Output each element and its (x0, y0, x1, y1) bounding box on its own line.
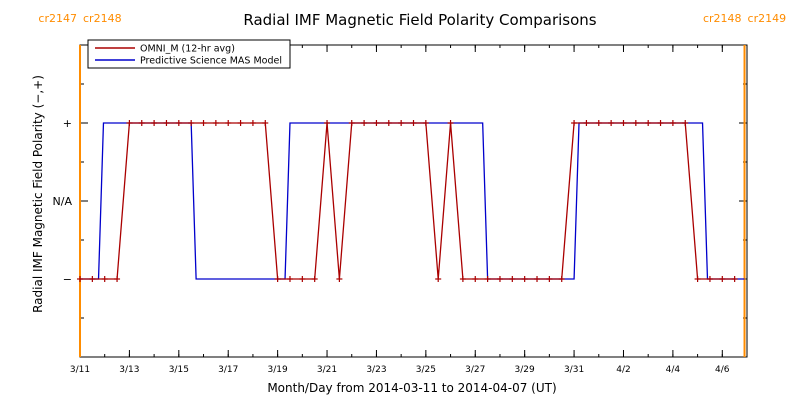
data-point (546, 276, 553, 282)
data-point (336, 276, 343, 282)
x-tick-label: 3/19 (268, 365, 288, 375)
data-point (126, 120, 133, 126)
data-point (632, 120, 639, 126)
x-tick-label: 3/27 (465, 365, 485, 375)
data-point (324, 120, 331, 126)
data-point (608, 120, 615, 126)
data-point (669, 120, 676, 126)
data-point (719, 276, 726, 282)
y-tick-label: N/A (53, 195, 73, 208)
data-point (583, 120, 590, 126)
data-point (286, 276, 293, 282)
data-point (385, 120, 392, 126)
data-point (101, 276, 108, 282)
data-point (620, 120, 627, 126)
data-point (595, 120, 602, 126)
carrington-label-left: cr2147 (38, 12, 77, 25)
carrington-rotation-markers: cr2147 cr2148 cr2148 cr2149 (38, 12, 786, 357)
data-point (249, 120, 256, 126)
data-point (138, 120, 145, 126)
y-tick-label: + (63, 117, 72, 130)
data-point (521, 276, 528, 282)
x-tick-label: 3/21 (317, 365, 337, 375)
data-point (299, 276, 306, 282)
x-tick-label: 3/15 (169, 365, 189, 375)
data-point (509, 276, 516, 282)
x-tick-label: 3/17 (218, 365, 238, 375)
y-tick-label: − (63, 273, 72, 286)
legend-label-model: Predictive Science MAS Model (140, 56, 282, 67)
x-tick-label: 3/31 (564, 365, 584, 375)
data-point (361, 120, 368, 126)
legend-label-omni: OMNI_M (12-hr avg) (140, 44, 235, 55)
x-tick-label: 3/11 (70, 365, 90, 375)
data-point (311, 276, 318, 282)
data-point (200, 120, 207, 126)
x-tick-label: 3/29 (515, 365, 535, 375)
data-point (534, 276, 541, 282)
data-point (422, 120, 429, 126)
data-point (151, 120, 158, 126)
data-point (447, 120, 454, 126)
data-point (435, 276, 442, 282)
data-point (657, 120, 664, 126)
series-lines (77, 120, 745, 282)
data-point (472, 276, 479, 282)
carrington-label-left: cr2148 (703, 12, 742, 25)
data-point (163, 120, 170, 126)
data-point (682, 120, 689, 126)
x-tick-labels: 3/11 3/13 3/15 3/17 3/19 3/21 3/23 3/25 3/27 3/29… (70, 365, 730, 375)
x-tick-label: 3/23 (366, 365, 386, 375)
data-point (694, 276, 701, 282)
data-point (175, 120, 182, 126)
x-tick-label: 3/25 (416, 365, 436, 375)
legend: OMNI_M (12-hr avg) Predictive Science MA… (87, 39, 291, 69)
data-point (496, 276, 503, 282)
data-point (225, 120, 232, 126)
data-point (114, 276, 121, 282)
data-point (89, 276, 96, 282)
data-point (484, 276, 491, 282)
carrington-label-right: cr2149 (748, 12, 787, 25)
x-tick-label: 4/6 (715, 365, 730, 375)
data-point (188, 120, 195, 126)
y-axis-label: Radial IMF Magnetic Field Polarity (−,+) (31, 75, 45, 313)
x-tick-label: 4/4 (666, 365, 681, 375)
data-point (731, 276, 738, 282)
data-point (262, 120, 269, 126)
data-point (645, 120, 652, 126)
data-point (373, 120, 380, 126)
x-tick-label: 3/13 (119, 365, 139, 375)
data-point (212, 120, 219, 126)
data-point (558, 276, 565, 282)
carrington-label-right: cr2148 (83, 12, 122, 25)
data-point (398, 120, 405, 126)
x-tick-label: 4/2 (616, 365, 630, 375)
y-tick-labels: + N/A − (53, 117, 73, 286)
data-point (410, 120, 417, 126)
data-point (348, 120, 355, 126)
x-axis-label: Month/Day from 2014-03-11 to 2014-04-07 … (267, 381, 556, 395)
data-point (706, 276, 713, 282)
chart-title: Radial IMF Magnetic Field Polarity Compa… (243, 11, 596, 29)
data-point (459, 276, 466, 282)
data-point (77, 276, 83, 282)
legend-frame (87, 39, 291, 69)
data-point (571, 120, 578, 126)
data-point (274, 276, 281, 282)
data-point (237, 120, 244, 126)
